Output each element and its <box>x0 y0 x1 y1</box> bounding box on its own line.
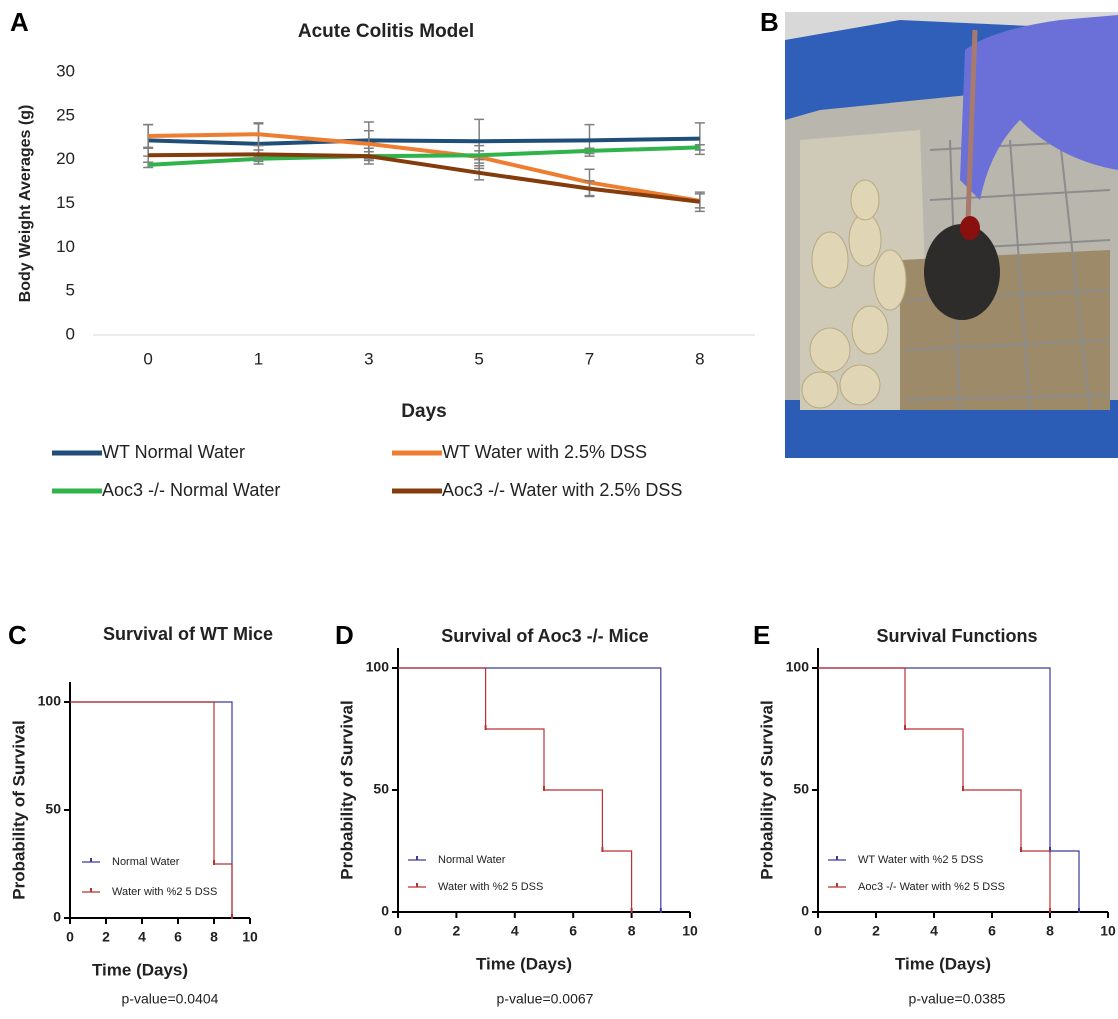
x-tick-label: 1 <box>254 349 263 368</box>
y-tick-label: 100 <box>38 693 62 709</box>
y-axis-label: Probability of Survival <box>337 700 356 880</box>
chart-title: Survival of WT Mice <box>103 624 273 644</box>
panel-label: C <box>8 620 27 650</box>
y-tick-label: 0 <box>53 909 61 925</box>
x-tick-label: 4 <box>930 923 938 939</box>
x-axis-label: Time (Days) <box>895 954 991 973</box>
figure: B AAcute Colitis Model051015202530013578… <box>0 0 1118 1019</box>
y-tick-label: 25 <box>56 105 75 124</box>
x-axis-label: Time (Days) <box>476 954 572 973</box>
x-tick-label: 10 <box>242 929 258 945</box>
x-axis-label: Time (Days) <box>92 960 188 979</box>
p-value: p-value=0.0385 <box>909 991 1006 1007</box>
x-tick-label: 6 <box>569 923 577 939</box>
y-tick-label: 50 <box>373 781 389 797</box>
x-tick-label: 10 <box>1100 923 1116 939</box>
survival-curve <box>398 668 661 912</box>
photo <box>785 12 1118 458</box>
x-tick-label: 8 <box>210 929 218 945</box>
chart-title: Survival of Aoc3 -/- Mice <box>441 626 648 646</box>
x-tick-label: 0 <box>814 923 822 939</box>
y-tick-label: 5 <box>66 281 75 300</box>
panel-label: E <box>753 620 770 650</box>
y-tick-label: 15 <box>56 193 75 212</box>
y-axis-label: Body Weight Averages (g) <box>17 105 34 303</box>
survival-curve <box>398 668 632 912</box>
x-tick-label: 0 <box>66 929 74 945</box>
x-tick-label: 4 <box>511 923 519 939</box>
x-tick-label: 8 <box>628 923 636 939</box>
x-tick-label: 3 <box>364 349 373 368</box>
x-tick-label: 2 <box>872 923 880 939</box>
x-tick-label: 5 <box>474 349 483 368</box>
panel-label: A <box>10 7 29 37</box>
x-tick-label: 7 <box>585 349 594 368</box>
chart-title: Survival Functions <box>876 626 1037 646</box>
x-tick-label: 10 <box>682 923 698 939</box>
x-tick-label: 2 <box>102 929 110 945</box>
panel-label: D <box>335 620 354 650</box>
legend-label: Normal Water <box>112 856 180 868</box>
y-tick-label: 20 <box>56 149 75 168</box>
y-tick-label: 0 <box>381 903 389 919</box>
y-tick-label: 50 <box>793 781 809 797</box>
series-line <box>148 139 700 144</box>
legend-label: WT Normal Water <box>102 442 245 462</box>
legend-label: Water with %2 5 DSS <box>438 881 543 893</box>
legend-label: Aoc3 -/- Water with 2.5% DSS <box>442 480 682 500</box>
y-tick-label: 50 <box>45 801 61 817</box>
x-tick-label: 4 <box>138 929 146 945</box>
y-tick-label: 100 <box>366 659 390 675</box>
legend-label: Aoc3 -/- Normal Water <box>102 480 280 500</box>
y-axis-label: Probability of Survival <box>9 720 28 900</box>
y-tick-label: 100 <box>786 659 810 675</box>
x-tick-label: 2 <box>453 923 461 939</box>
legend-label: WT Water with 2.5% DSS <box>442 442 647 462</box>
panel-label: B <box>760 7 779 37</box>
survival-curve <box>818 668 1079 912</box>
x-tick-label: 8 <box>695 349 704 368</box>
p-value: p-value=0.0404 <box>122 991 219 1007</box>
x-tick-label: 0 <box>143 349 152 368</box>
axes <box>70 682 250 918</box>
x-tick-label: 6 <box>988 923 996 939</box>
x-axis-label: Days <box>401 401 446 422</box>
y-tick-label: 30 <box>56 61 75 80</box>
y-tick-label: 10 <box>56 237 75 256</box>
x-tick-label: 8 <box>1046 923 1054 939</box>
y-axis-label: Probability of Survival <box>757 700 776 880</box>
x-tick-label: 0 <box>394 923 402 939</box>
y-tick-label: 0 <box>66 324 75 343</box>
legend-label: Normal Water <box>438 854 506 866</box>
y-tick-label: 0 <box>801 903 809 919</box>
x-tick-label: 6 <box>174 929 182 945</box>
legend-label: WT Water with %2 5 DSS <box>858 854 983 866</box>
chart-title: Acute Colitis Model <box>298 21 474 42</box>
legend-label: Water with %2 5 DSS <box>112 886 217 898</box>
legend-label: Aoc3 -/- Water with %2 5 DSS <box>858 881 1005 893</box>
survival-curve <box>818 668 1050 912</box>
p-value: p-value=0.0067 <box>497 991 594 1007</box>
